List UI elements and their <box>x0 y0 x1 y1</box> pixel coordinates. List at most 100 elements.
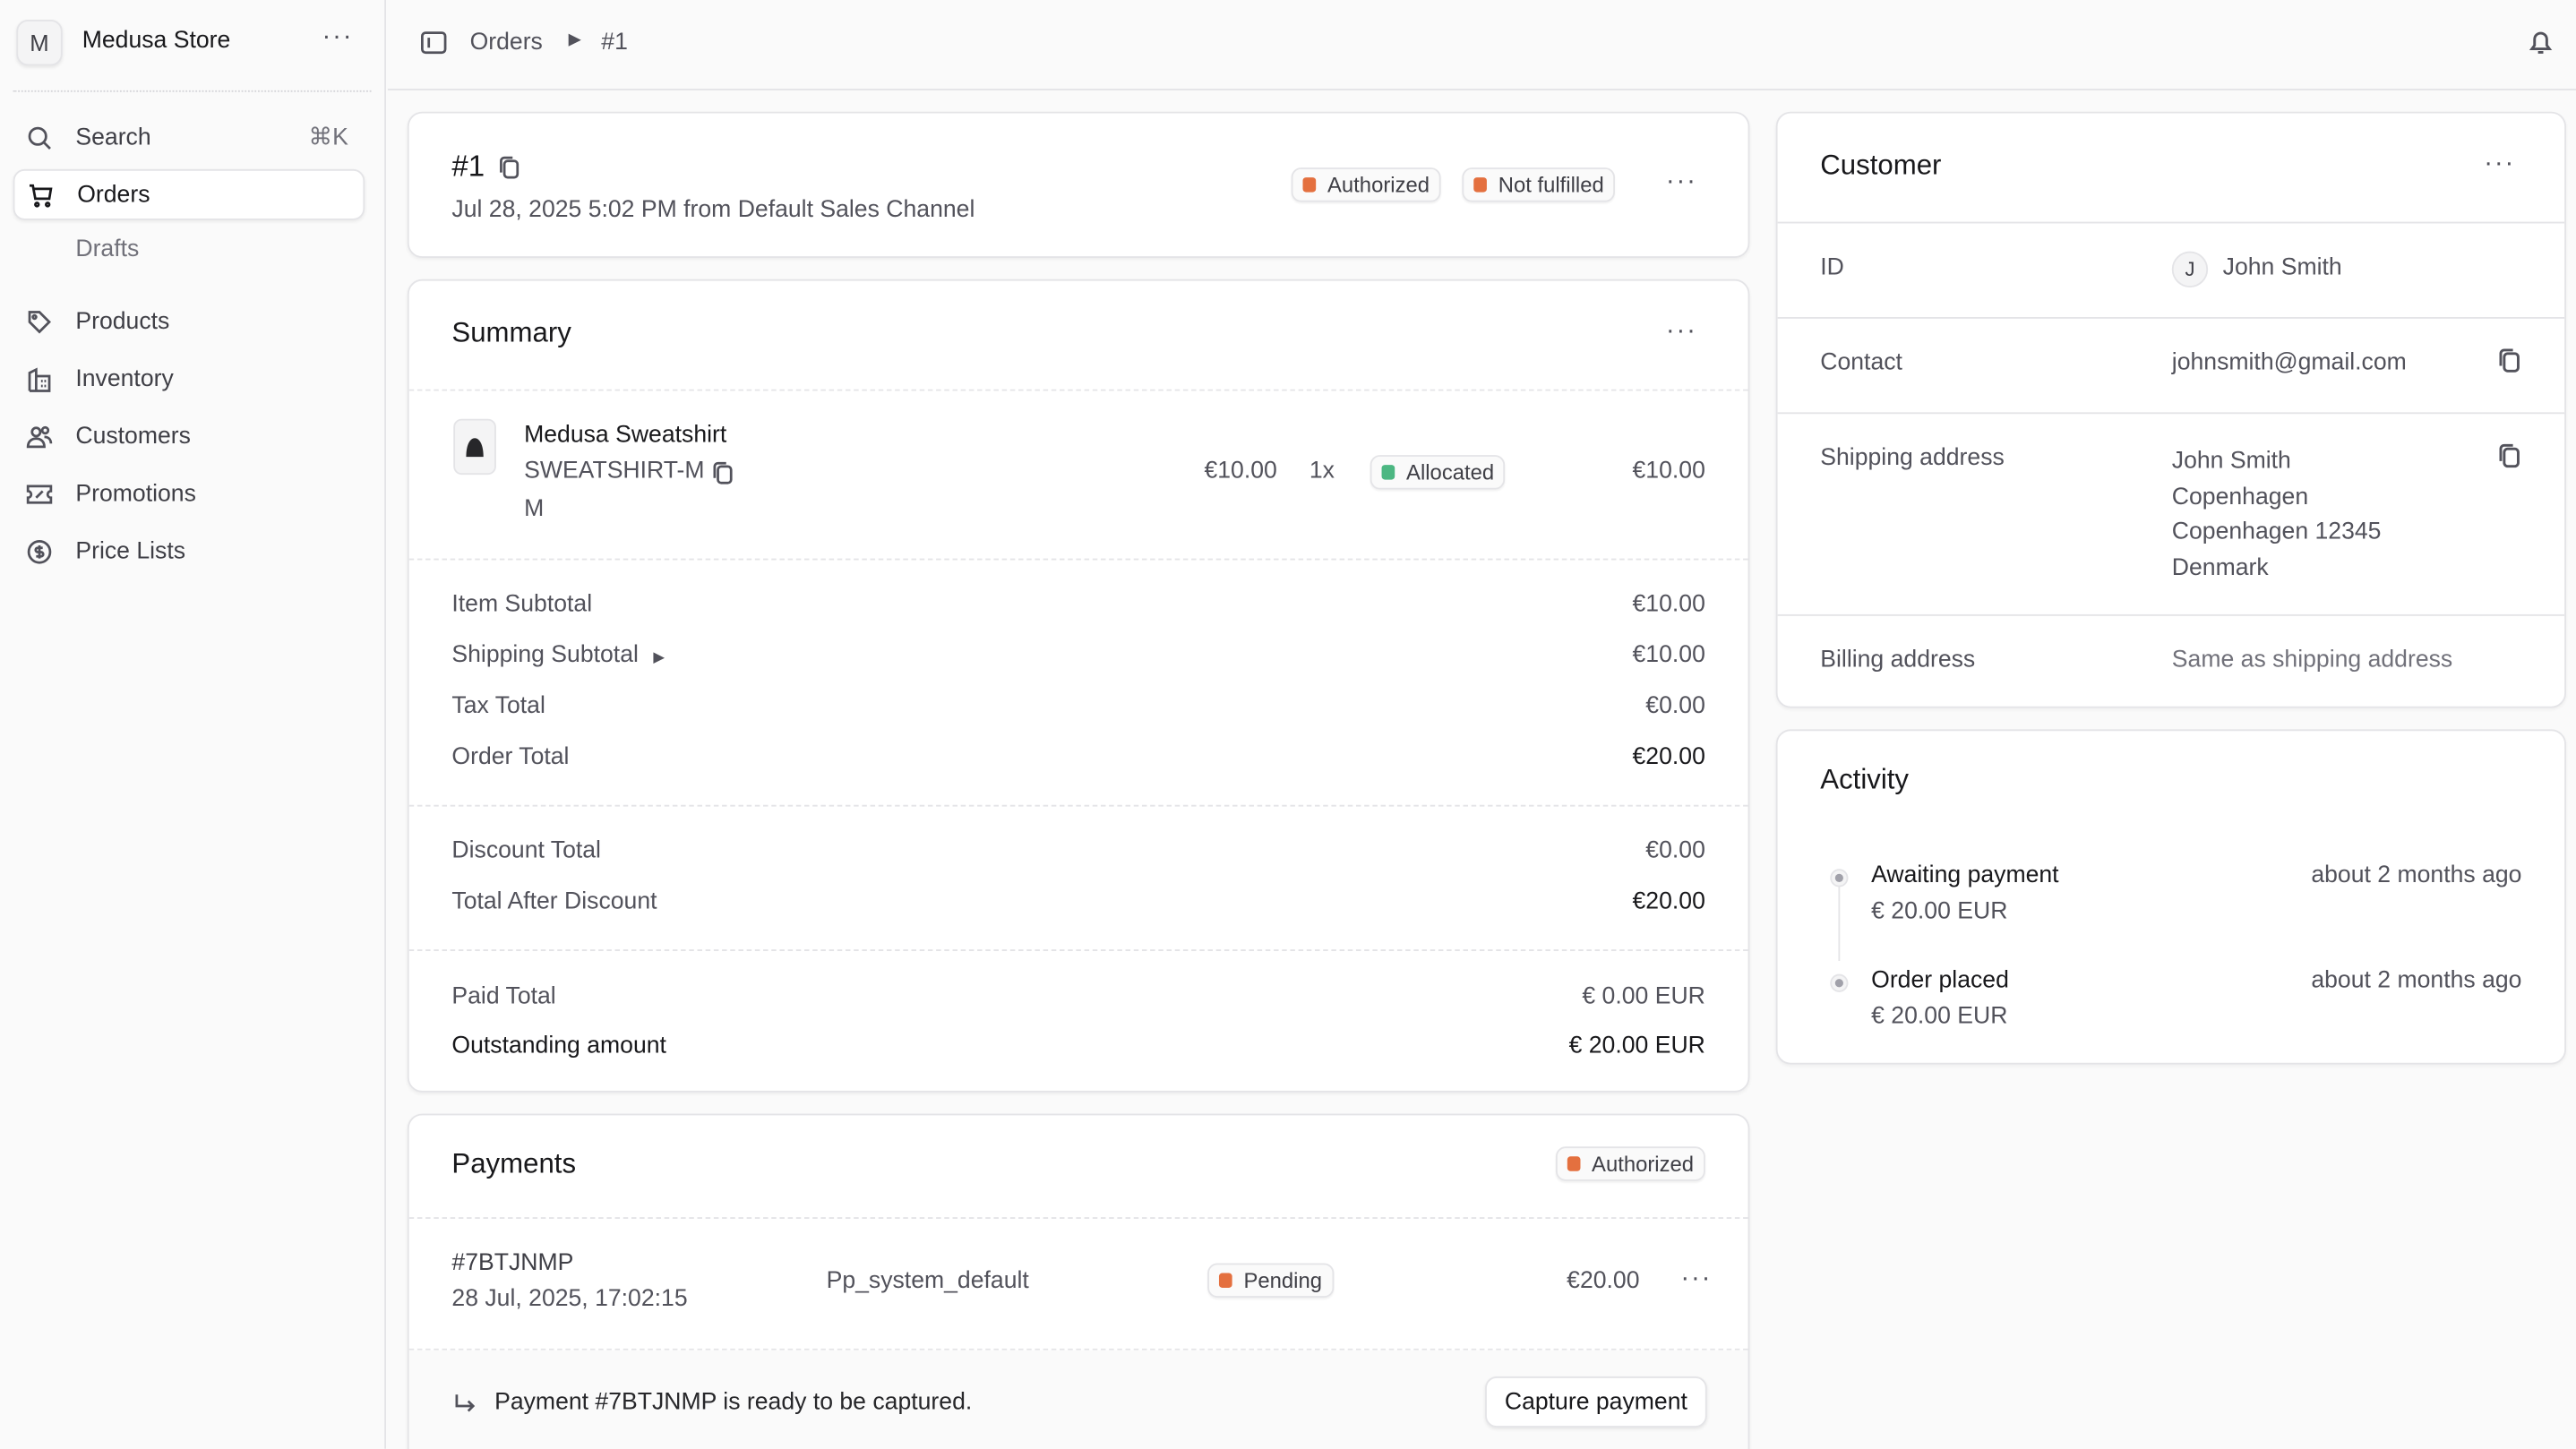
paid-total-label: Paid Total <box>451 983 556 1011</box>
product-name: Medusa Sweatshirt <box>524 422 727 449</box>
payment-status-badge: Authorized <box>1291 167 1441 202</box>
tag-icon <box>28 310 51 333</box>
capture-notice: Payment #7BTJNMP is ready to be captured… <box>408 1350 1748 1449</box>
order-id: #1 <box>451 149 485 183</box>
sidebar-toggle-icon[interactable] <box>421 30 447 56</box>
breadcrumb-orders[interactable]: Orders <box>469 30 543 56</box>
activity-item-detail: € 20.00 EUR <box>1871 898 2008 925</box>
tax-total-value: €0.00 <box>1645 693 1705 720</box>
store-name[interactable]: Medusa Store <box>82 28 231 55</box>
shipping-subtotal-toggle[interactable]: Shipping Subtotal ▶ <box>451 642 665 669</box>
total-after-discount-value: €20.00 <box>1632 888 1705 915</box>
fulfillment-status-badge: Not fulfilled <box>1462 167 1616 202</box>
order-total-label: Order Total <box>451 743 570 771</box>
sidebar-item-label: Promotions <box>75 480 196 507</box>
shipping-address-label: Shipping address <box>1820 445 2005 472</box>
customer-name-link[interactable]: John Smith <box>2222 254 2342 281</box>
sidebar-item-label: Orders <box>77 181 150 209</box>
activity-item-title: Order placed <box>1871 967 2009 994</box>
order-total-value: €20.00 <box>1632 743 1705 771</box>
store-avatar[interactable]: M <box>16 20 63 66</box>
contact-label: Contact <box>1820 349 1902 377</box>
activity-item-time: about 2 months ago <box>2311 967 2522 994</box>
payments-status-badge: Authorized <box>1555 1146 1705 1181</box>
sidebar-item-price-lists[interactable]: Price Lists <box>13 526 365 577</box>
status-dot <box>1567 1156 1581 1171</box>
currency-dollar-icon <box>27 539 52 563</box>
shipping-subtotal-value: €10.00 <box>1632 642 1705 669</box>
receipt-percent-icon <box>26 484 53 503</box>
timeline-dot <box>1830 869 1849 887</box>
sidebar-item-label: Drafts <box>75 236 140 262</box>
total-after-discount-label: Total After Discount <box>451 888 657 915</box>
sidebar-item-label: Customers <box>75 423 191 450</box>
item-subtotal-label: Item Subtotal <box>451 591 593 618</box>
sweatshirt-image <box>466 438 484 458</box>
product-sku: SWEATSHIRT-M <box>524 458 705 485</box>
breadcrumb-current: #1 <box>601 30 628 56</box>
sidebar-item-label: Price Lists <box>75 537 186 565</box>
sidebar-item-drafts[interactable]: Drafts <box>13 223 365 274</box>
status-dot <box>1473 177 1487 193</box>
copy-icon[interactable] <box>496 154 522 180</box>
outstanding-label: Outstanding amount <box>451 1033 666 1060</box>
timeline-line <box>1838 885 1841 961</box>
summary-menu-icon[interactable]: ··· <box>1665 316 1697 346</box>
payments-title: Payments <box>451 1148 577 1179</box>
bell-icon[interactable] <box>2527 28 2555 56</box>
caret-right-icon: ▶ <box>653 648 665 665</box>
search-icon <box>28 125 51 150</box>
outstanding-value: € 20.00 EUR <box>1568 1033 1705 1060</box>
tax-total-label: Tax Total <box>451 693 545 720</box>
sidebar-item-promotions[interactable]: Promotions <box>13 468 365 519</box>
summary-card: Summary ··· Medusa Sweatshirt SWEATSHIRT… <box>407 279 1750 1093</box>
customer-avatar: J <box>2171 251 2209 287</box>
payment-date: 28 Jul, 2025, 17:02:15 <box>451 1286 688 1313</box>
product-thumbnail <box>453 418 496 476</box>
activity-card: Activity Awaiting payment € 20.00 EUR ab… <box>1775 729 2566 1065</box>
building-icon <box>28 366 51 391</box>
activity-item-title: Awaiting payment <box>1871 862 2059 889</box>
search-button[interactable]: Search ⌘K <box>13 112 365 163</box>
quantity: 1x <box>1309 458 1335 485</box>
users-icon <box>26 424 53 448</box>
topbar: Orders ▶ #1 <box>387 0 2576 90</box>
customer-email: johnsmith@gmail.com <box>2171 349 2407 377</box>
shopping-cart-icon <box>30 183 53 207</box>
sidebar-item-inventory[interactable]: Inventory <box>13 353 365 404</box>
divider <box>13 90 372 92</box>
copy-icon[interactable] <box>2495 347 2523 374</box>
payment-provider: Pp_system_default <box>826 1267 1029 1295</box>
discount-total-label: Discount Total <box>451 837 601 864</box>
store-menu-icon[interactable]: ··· <box>322 22 354 51</box>
shipping-address: John Smith Copenhagen Copenhagen 12345 Denm… <box>2171 448 2382 582</box>
billing-address-label: Billing address <box>1820 647 1976 674</box>
sidebar-item-label: Products <box>75 307 170 335</box>
sidebar-item-orders[interactable]: Orders <box>13 168 365 220</box>
search-shortcut: ⌘K <box>308 124 348 150</box>
capture-payment-button[interactable]: Capture payment <box>1485 1376 1707 1428</box>
order-header-card: #1 Jul 28, 2025 5:02 PM from Default Sal… <box>407 111 1750 258</box>
timeline-dot <box>1830 973 1849 992</box>
payment-row-status-badge: Pending <box>1207 1263 1334 1299</box>
payment-id: #7BTJNMP <box>451 1249 574 1277</box>
payment-menu-icon[interactable]: ··· <box>1680 1265 1713 1293</box>
customer-title: Customer <box>1820 149 1942 181</box>
status-dot <box>1302 177 1317 193</box>
payment-amount: €20.00 <box>1567 1267 1640 1295</box>
customer-menu-icon[interactable]: ··· <box>2484 149 2516 178</box>
copy-icon[interactable] <box>709 460 735 486</box>
status-dot <box>1218 1273 1232 1288</box>
discount-total-value: €0.00 <box>1645 837 1705 864</box>
id-label: ID <box>1820 254 1844 281</box>
capture-notice-text: Payment #7BTJNMP is ready to be captured… <box>494 1389 973 1417</box>
activity-item-detail: € 20.00 EUR <box>1871 1003 2008 1031</box>
sidebar-item-customers[interactable]: Customers <box>13 411 365 462</box>
copy-icon[interactable] <box>2495 442 2523 469</box>
more-actions-icon[interactable]: ··· <box>1665 167 1697 196</box>
activity-item-time: about 2 months ago <box>2311 862 2522 889</box>
search-label: Search <box>75 124 151 150</box>
sidebar-item-products[interactable]: Products <box>13 296 365 347</box>
product-variant: M <box>524 495 545 523</box>
status-dot <box>1381 465 1395 480</box>
